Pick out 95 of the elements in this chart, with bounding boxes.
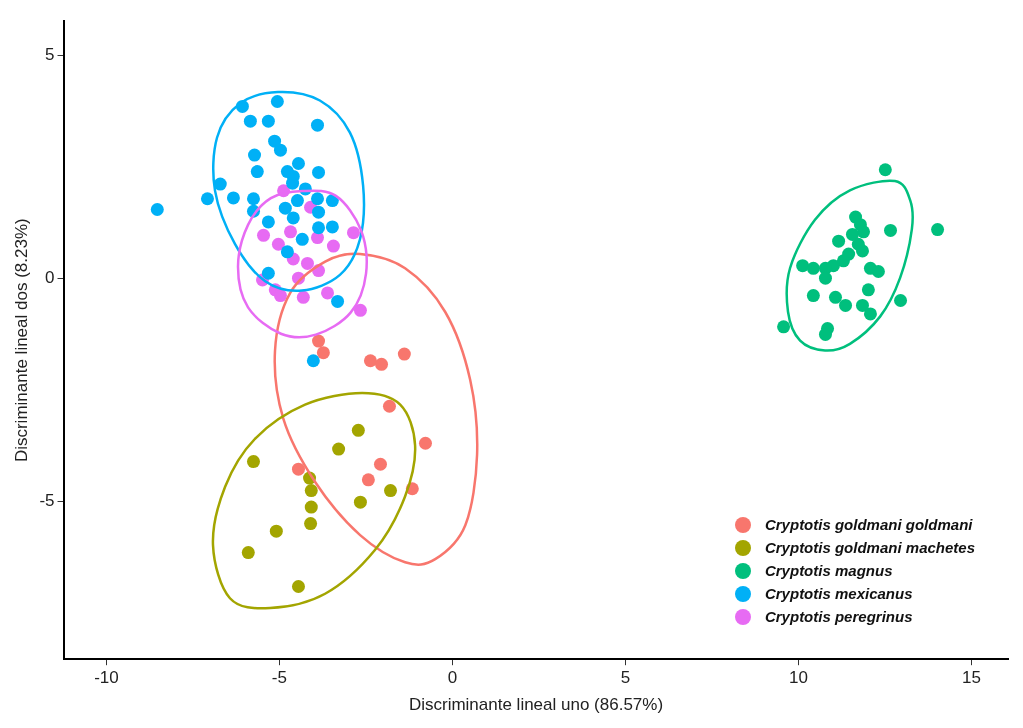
point [312, 221, 326, 235]
point [871, 264, 885, 278]
point [346, 226, 360, 240]
point [261, 215, 275, 229]
point [311, 118, 324, 132]
point [382, 399, 396, 413]
point [304, 484, 318, 498]
point [261, 114, 275, 128]
point [397, 347, 411, 361]
point [273, 289, 287, 303]
point [250, 165, 264, 179]
point [326, 239, 340, 253]
point [884, 223, 898, 237]
point [306, 354, 320, 368]
point [375, 357, 389, 371]
legend-label: Cryptotis goldmani goldmani [764, 516, 973, 533]
point [777, 320, 791, 334]
point [845, 227, 859, 241]
point [351, 423, 365, 437]
x-tick-label: 0 [447, 668, 458, 688]
point [855, 244, 869, 258]
point [363, 354, 377, 368]
y-axis-title: Discriminante lineal dos (8.23%) [11, 218, 31, 463]
point [806, 289, 820, 303]
point [291, 157, 305, 171]
point [290, 194, 304, 208]
y-tick-label: 0 [45, 267, 55, 287]
point [291, 579, 305, 593]
point [796, 259, 810, 273]
x-tick-label: -10 [94, 668, 119, 688]
point [271, 237, 285, 251]
point [200, 192, 214, 206]
point [855, 298, 869, 312]
point [353, 303, 367, 317]
point [284, 225, 298, 239]
y-tick-label: -5 [39, 490, 55, 510]
legend-label: Cryptotis goldmani machetes [764, 539, 975, 556]
x-tick-label: 15 [962, 668, 981, 688]
point [257, 228, 271, 242]
point [246, 455, 260, 469]
point [806, 261, 820, 275]
point [316, 346, 330, 360]
point [857, 225, 871, 239]
point [304, 500, 318, 514]
x-tick-label: -5 [271, 668, 287, 688]
y-tick-label: 5 [45, 44, 55, 64]
point [818, 271, 832, 285]
point [295, 232, 309, 246]
point [304, 517, 318, 531]
legend-label: Cryptotis peregrinus [764, 608, 913, 625]
point [300, 256, 314, 270]
point [268, 134, 282, 148]
point [373, 457, 387, 471]
point [291, 462, 305, 476]
point [818, 327, 832, 341]
point [312, 165, 326, 179]
x-tick-label: 10 [789, 668, 808, 688]
point [894, 293, 908, 307]
point [226, 191, 240, 205]
point [832, 234, 846, 248]
point [243, 114, 257, 128]
point [863, 307, 877, 321]
point [353, 495, 367, 509]
legend-label: Cryptotis mexicanus [764, 585, 913, 602]
point [296, 290, 310, 304]
point [150, 202, 164, 216]
legend-label: Cryptotis magnus [764, 562, 893, 579]
point [261, 266, 275, 280]
point [839, 298, 853, 312]
point [418, 436, 432, 450]
x-tick-label: 5 [620, 668, 631, 688]
point [269, 524, 283, 538]
point [241, 546, 255, 560]
point [311, 192, 324, 206]
point [361, 473, 375, 487]
point [384, 484, 398, 498]
point [278, 201, 292, 215]
point [878, 163, 892, 177]
point [312, 205, 326, 219]
point [321, 286, 335, 300]
point [286, 211, 300, 225]
point [828, 290, 842, 304]
point [836, 254, 850, 268]
point [312, 334, 326, 348]
point [332, 442, 346, 456]
point [248, 148, 262, 162]
point [246, 192, 260, 206]
point [325, 220, 339, 234]
point [931, 223, 945, 237]
point [273, 143, 287, 157]
point [270, 95, 284, 109]
point [280, 245, 294, 259]
point [861, 283, 875, 297]
point [331, 294, 345, 308]
x-axis-title: Discriminante lineal uno (86.57%) [408, 695, 664, 715]
